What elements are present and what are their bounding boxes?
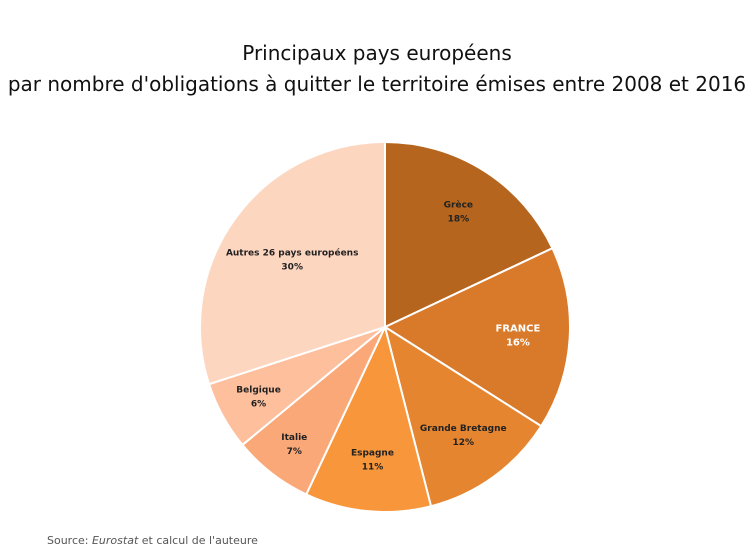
source-suffix: et calcul de l'auteure bbox=[138, 534, 258, 547]
chart-title-line-2: par nombre d'obligations à quitter le te… bbox=[7, 72, 747, 96]
slice-label-3: Grande Bretagne bbox=[420, 424, 507, 434]
pie-slices bbox=[199, 140, 571, 513]
source-note: Source: Eurostat et calcul de l'auteure bbox=[47, 534, 258, 547]
pie-slice-2 bbox=[382, 246, 571, 428]
pie-slice-1 bbox=[384, 140, 554, 329]
slice-label-6: Belgique bbox=[236, 386, 281, 396]
slice-label-5: Italie bbox=[281, 433, 307, 443]
slice-label-2: FRANCE bbox=[496, 323, 541, 334]
chart-title: Principaux pays européens par nombre d'o… bbox=[0, 38, 754, 100]
pie-labels: Grèce 18% FRANCE 16% Grande Bretagne 12% Espag… bbox=[226, 199, 541, 472]
slice-value-label-4: 11% bbox=[362, 463, 384, 473]
slice-label-4: Espagne bbox=[351, 449, 394, 459]
slice-value-label-1: 18% bbox=[448, 214, 470, 224]
slice-label-1: Grèce bbox=[444, 199, 473, 210]
chart-title-line-1: Principaux pays européens bbox=[242, 41, 512, 65]
pie-slice-4 bbox=[304, 324, 433, 513]
slice-value-label-3: 12% bbox=[453, 438, 475, 448]
slice-value-label-5: 7% bbox=[287, 447, 302, 457]
slice-label-7: Autres 26 pays européens bbox=[226, 248, 359, 259]
pie-slice-3 bbox=[383, 324, 543, 508]
pie-slice-7 bbox=[199, 140, 386, 386]
source-emphasis: Eurostat bbox=[91, 534, 139, 547]
slice-value-label-6: 6% bbox=[251, 400, 266, 410]
slice-value-label-2: 16% bbox=[506, 337, 530, 348]
source-prefix: Source: bbox=[47, 534, 92, 547]
slice-value-label-7: 30% bbox=[281, 263, 303, 273]
